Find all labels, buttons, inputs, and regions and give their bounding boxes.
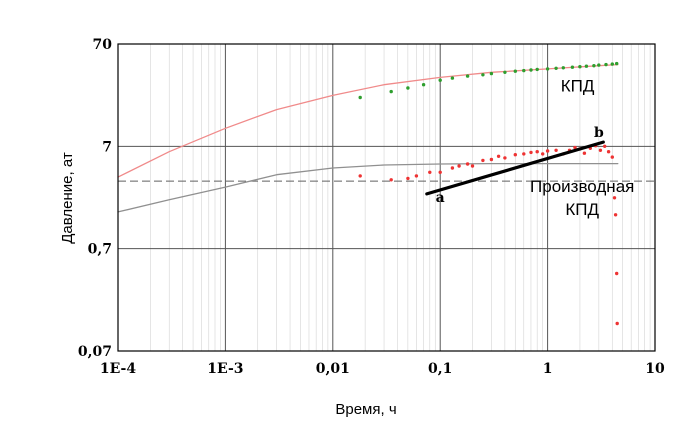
series-point-3 xyxy=(465,162,470,166)
series-point-2 xyxy=(615,61,619,66)
series-point-3 xyxy=(481,158,485,163)
series-point-3 xyxy=(535,150,539,154)
series-point-3 xyxy=(615,271,619,276)
x-tick-label: 0,1 xyxy=(428,361,452,377)
ticks: 0,07 0,7 7 70 1E-4 1E-3 0,01 0,1 1 10 xyxy=(78,37,665,377)
series-point-3 xyxy=(612,196,617,200)
plot-frame xyxy=(117,43,656,352)
series-point-2 xyxy=(438,78,442,82)
series-point-2 xyxy=(522,68,526,73)
x-tick-label: 1E-3 xyxy=(207,361,243,377)
series-point-3 xyxy=(470,164,475,168)
series-point-3 xyxy=(358,174,362,178)
series-line-4 xyxy=(425,140,605,196)
minor-grid xyxy=(150,44,651,351)
series-point-2 xyxy=(584,64,589,68)
series-point-3 xyxy=(613,213,618,217)
annotations: КПД Производная КПД a b xyxy=(436,77,635,219)
series-point-3 xyxy=(457,164,461,168)
series-point-2 xyxy=(465,74,470,78)
annotation-label: b xyxy=(594,125,604,141)
annotation-label: Производная xyxy=(530,177,634,196)
x-tick-label: 0,01 xyxy=(316,361,350,377)
series-point-2 xyxy=(610,62,614,66)
series-point-3 xyxy=(389,178,393,182)
series-point-3 xyxy=(582,151,587,155)
major-grid xyxy=(118,44,655,351)
x-axis-label: Время, ч xyxy=(335,401,396,418)
series-point-3 xyxy=(603,144,607,148)
series-point-2 xyxy=(358,95,362,100)
series-point-3 xyxy=(541,152,545,156)
series-point-3 xyxy=(522,152,526,156)
series-point-3 xyxy=(606,150,611,154)
series-point-3 xyxy=(545,149,550,153)
series-point-2 xyxy=(529,68,533,72)
annotation-label: КПД xyxy=(561,77,595,96)
series-point-2 xyxy=(592,63,596,68)
x-tick-label: 1E-4 xyxy=(100,361,136,377)
series-point-2 xyxy=(406,86,410,90)
series-point-3 xyxy=(503,156,507,160)
series-point-3 xyxy=(554,148,558,152)
series-point-2 xyxy=(578,65,582,69)
series-point-2 xyxy=(513,69,517,73)
series-point-2 xyxy=(489,71,494,76)
series-layer xyxy=(117,61,619,326)
series-point-3 xyxy=(489,157,494,162)
annotation-label: КПД xyxy=(565,200,599,219)
series-point-2 xyxy=(503,70,507,75)
y-tick-label: 0,7 xyxy=(88,242,112,258)
y-tick-label: 0,07 xyxy=(78,344,112,360)
series-point-3 xyxy=(573,145,577,150)
series-point-3 xyxy=(428,170,432,174)
y-tick-label: 70 xyxy=(93,37,113,53)
series-point-2 xyxy=(535,67,539,72)
series-point-2 xyxy=(570,65,575,69)
series-point-2 xyxy=(597,63,601,67)
series-point-2 xyxy=(481,73,485,77)
series-point-2 xyxy=(554,66,558,71)
y-tick-label: 7 xyxy=(102,139,112,155)
series-point-3 xyxy=(450,166,455,170)
series-point-2 xyxy=(545,67,550,71)
series-point-3 xyxy=(414,174,419,178)
series-point-3 xyxy=(496,154,501,158)
y-axis-label: Давление, ат xyxy=(59,152,76,244)
series-point-2 xyxy=(604,62,608,67)
series-point-3 xyxy=(615,321,619,326)
series-line-1 xyxy=(117,162,619,213)
series-point-2 xyxy=(389,89,393,94)
series-point-2 xyxy=(450,76,455,80)
series-point-3 xyxy=(406,176,410,181)
series-point-3 xyxy=(529,150,533,155)
series-point-3 xyxy=(513,153,517,157)
x-tick-label: 1 xyxy=(543,361,553,377)
series-point-2 xyxy=(561,66,565,70)
series-point-2 xyxy=(421,83,426,87)
plot-background xyxy=(118,44,655,351)
series-point-3 xyxy=(438,170,442,174)
annotation-label: a xyxy=(436,190,445,206)
series-point-3 xyxy=(598,148,603,152)
series-point-3 xyxy=(610,155,614,159)
x-tick-label: 10 xyxy=(645,361,665,377)
